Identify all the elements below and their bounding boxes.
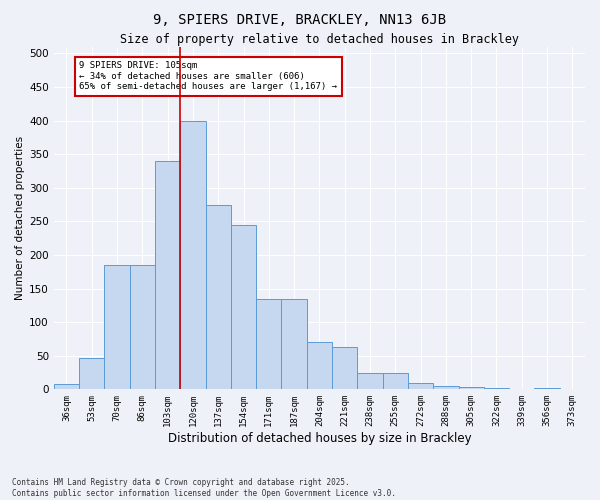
Bar — [130, 265, 155, 390]
Bar — [358, 372, 383, 390]
Bar — [484, 388, 509, 390]
Bar — [408, 382, 433, 390]
Bar — [307, 342, 332, 390]
Bar — [560, 388, 585, 390]
Bar — [281, 298, 307, 390]
Bar — [332, 347, 358, 390]
Bar — [206, 204, 231, 390]
Bar — [54, 384, 79, 390]
Y-axis label: Number of detached properties: Number of detached properties — [15, 136, 25, 300]
Bar — [104, 265, 130, 390]
Bar — [433, 386, 458, 390]
Bar — [458, 388, 484, 390]
Bar — [256, 298, 281, 390]
Text: 9 SPIERS DRIVE: 105sqm
← 34% of detached houses are smaller (606)
65% of semi-de: 9 SPIERS DRIVE: 105sqm ← 34% of detached… — [79, 62, 337, 91]
Bar — [535, 388, 560, 390]
Text: Contains HM Land Registry data © Crown copyright and database right 2025.
Contai: Contains HM Land Registry data © Crown c… — [12, 478, 396, 498]
Bar — [509, 388, 535, 390]
Bar — [155, 161, 180, 390]
Text: 9, SPIERS DRIVE, BRACKLEY, NN13 6JB: 9, SPIERS DRIVE, BRACKLEY, NN13 6JB — [154, 12, 446, 26]
Bar — [231, 224, 256, 390]
X-axis label: Distribution of detached houses by size in Brackley: Distribution of detached houses by size … — [167, 432, 471, 445]
Bar — [383, 372, 408, 390]
Bar — [180, 120, 206, 390]
Title: Size of property relative to detached houses in Brackley: Size of property relative to detached ho… — [120, 32, 519, 46]
Bar — [79, 358, 104, 390]
